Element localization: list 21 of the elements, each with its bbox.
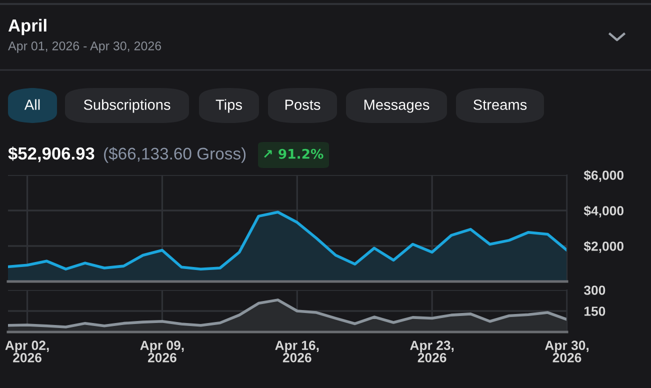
x-tick-label: Apr 09, 2026	[140, 340, 184, 362]
x-tick-label: Apr 16, 2026	[275, 340, 319, 362]
y-tick-label: $6,000	[584, 170, 624, 182]
text: ($66,133.60 Gross)	[104, 147, 246, 163]
y-tick-label: $2,000	[584, 240, 624, 253]
x-tick-label: Apr 23, 2026	[410, 340, 454, 362]
text: Messages	[364, 100, 430, 113]
text: Subscriptions	[84, 99, 170, 113]
text: $52,906.93	[8, 146, 94, 162]
text: Posts	[285, 100, 320, 110]
y-tick-label: 300	[584, 286, 606, 295]
text: All	[24, 99, 40, 110]
chart-subtitle: Apr 01, 2026 - Apr 30, 2026	[8, 42, 162, 53]
y-tick-label: 150	[584, 306, 606, 316]
text: ↗ 91.2%	[264, 148, 324, 159]
x-tick-label: Apr 02, 2026	[5, 340, 49, 362]
chart-title: April	[8, 18, 46, 36]
y-tick-label: $4,000	[584, 205, 624, 218]
x-tick-label: Apr 30, 2026	[544, 340, 588, 362]
text: Tips	[216, 99, 242, 113]
text: Streams	[474, 100, 527, 110]
